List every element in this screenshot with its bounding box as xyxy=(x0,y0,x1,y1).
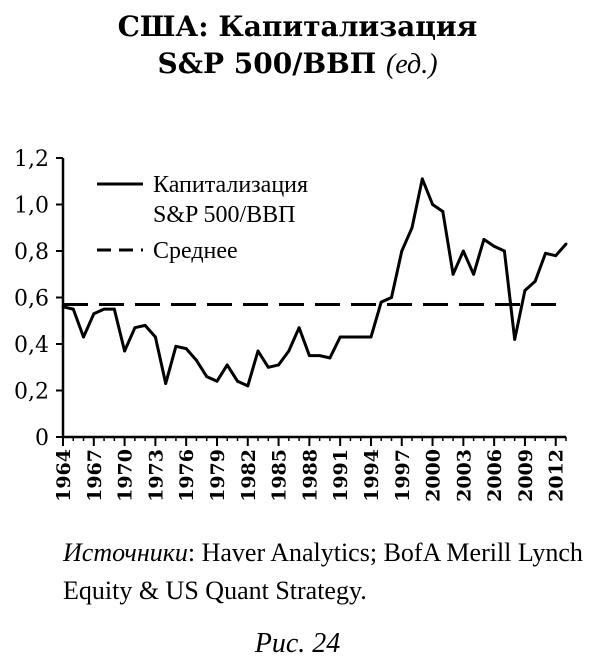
y-tick-label: 0 xyxy=(35,426,49,451)
data-point xyxy=(359,335,363,339)
x-tick-label: 1991 xyxy=(330,449,352,502)
y-tick-label: 0,8 xyxy=(14,240,49,265)
data-point xyxy=(174,344,178,348)
data-point xyxy=(307,354,311,358)
data-point xyxy=(71,307,75,311)
x-tick-label: 2000 xyxy=(423,449,445,502)
legend-label-series: Капитализация xyxy=(153,172,308,198)
data-point xyxy=(133,326,137,330)
x-tick-label: 1973 xyxy=(145,449,167,502)
x-tick-label: 2003 xyxy=(453,449,475,502)
x-tick-label: 1967 xyxy=(84,449,106,502)
data-point xyxy=(338,335,342,339)
data-point xyxy=(215,379,219,383)
data-point xyxy=(482,237,486,241)
x-tick-label: 1988 xyxy=(299,449,321,502)
legend-label-series-line2: S&P 500/ВВП xyxy=(153,202,296,228)
data-point xyxy=(225,363,229,367)
data-point xyxy=(400,249,404,253)
data-point xyxy=(92,312,96,316)
source-label: Источники xyxy=(63,538,188,567)
data-point xyxy=(82,335,85,339)
data-point xyxy=(256,349,260,353)
data-point xyxy=(287,349,291,353)
data-point xyxy=(379,300,383,304)
data-point xyxy=(246,384,250,388)
data-point xyxy=(410,226,414,230)
data-point xyxy=(544,251,547,255)
data-point xyxy=(533,279,537,283)
data-point xyxy=(492,244,496,248)
y-tick-label: 1,0 xyxy=(14,194,49,219)
chart-title-unit: (ед.) xyxy=(385,49,438,80)
data-point xyxy=(328,356,332,360)
data-point xyxy=(205,375,209,378)
y-tick-label: 0,2 xyxy=(14,380,49,405)
legend-label-mean: Среднее xyxy=(153,238,238,264)
data-point xyxy=(123,349,126,353)
data-point xyxy=(420,177,424,181)
data-point xyxy=(102,307,106,311)
x-tick-label: 1970 xyxy=(115,449,137,502)
data-point xyxy=(112,307,116,311)
data-point xyxy=(369,335,373,339)
x-tick-label: 2012 xyxy=(546,449,568,502)
data-point xyxy=(277,363,280,367)
data-point xyxy=(513,337,517,341)
data-point xyxy=(153,335,157,339)
data-point xyxy=(390,296,393,299)
chart-title-main: S&P 500/ВВП xyxy=(157,47,377,80)
data-point xyxy=(195,358,198,362)
data-point xyxy=(236,379,239,383)
x-tick-label: 1976 xyxy=(176,449,198,502)
data-point xyxy=(451,272,455,276)
data-point xyxy=(503,249,506,253)
chart-title-line1: США: Капитализация xyxy=(117,10,478,43)
x-tick-label: 1997 xyxy=(392,449,414,502)
x-tick-label: 1964 xyxy=(53,449,75,502)
data-point xyxy=(266,365,270,369)
x-tick-label: 1994 xyxy=(361,449,383,502)
y-tick-label: 0,4 xyxy=(14,333,49,358)
data-point xyxy=(554,254,558,258)
data-point xyxy=(441,210,445,213)
data-point xyxy=(143,324,147,327)
y-tick-label: 1,2 xyxy=(14,147,49,172)
data-point xyxy=(184,347,188,351)
figure-caption: Рис. 24 xyxy=(254,628,341,659)
series-line-market-cap-to-gdp xyxy=(62,177,568,388)
data-point xyxy=(431,203,434,206)
source-text: : Haver Analytics; BofA Merill Lynch Equ… xyxy=(63,538,583,605)
data-point xyxy=(349,335,352,339)
data-point xyxy=(297,326,301,330)
source-note: Источники: Haver Analytics; BofA Merill … xyxy=(63,534,588,610)
data-point xyxy=(472,272,476,276)
chart-title-line2: S&P 500/ВВП (ед.) xyxy=(0,47,595,82)
data-point xyxy=(564,242,568,246)
data-point xyxy=(61,305,65,309)
x-tick-label: 2009 xyxy=(515,449,537,502)
x-tick-label: 1985 xyxy=(269,449,291,502)
x-tick-label: 1982 xyxy=(238,449,260,502)
data-point xyxy=(318,354,322,358)
x-tick-label: 1979 xyxy=(207,449,229,502)
x-tick-label: 2006 xyxy=(484,449,506,502)
data-point xyxy=(523,289,527,292)
y-tick-label: 0,6 xyxy=(14,287,49,312)
data-point xyxy=(164,382,168,385)
data-point xyxy=(461,249,465,253)
